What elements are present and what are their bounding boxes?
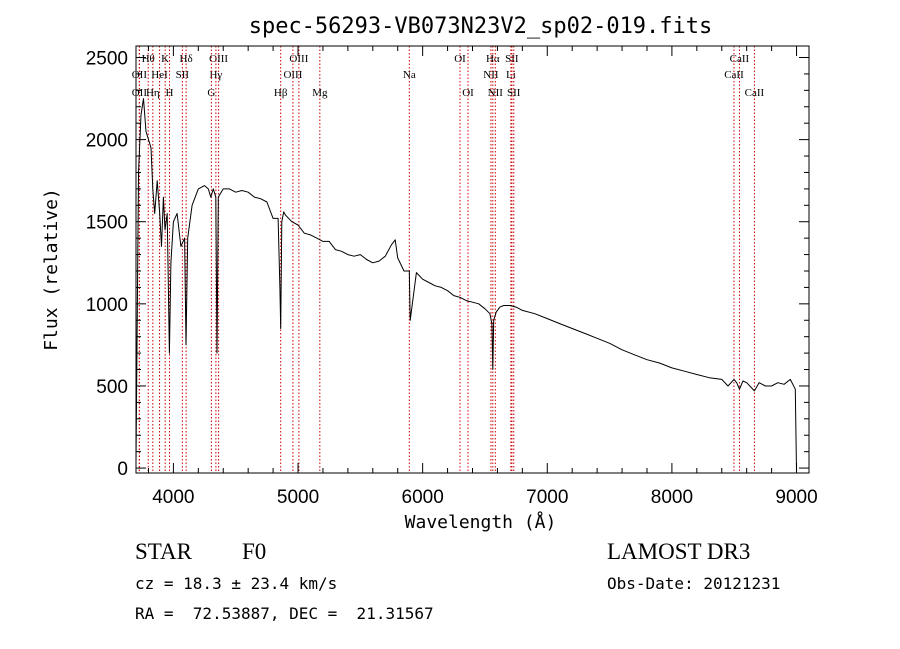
- obs-date: Obs-Date: 20121231: [607, 574, 781, 593]
- marker-label-9: OIII: [209, 53, 228, 65]
- y-tick-label-2000: 2000: [86, 131, 128, 152]
- marker-label-13: OIII: [289, 53, 308, 65]
- marker-label-15: Mg: [312, 87, 328, 99]
- x-tick-label-4000: 4000: [152, 487, 194, 508]
- marker-label-17: OI: [454, 53, 466, 65]
- y-tick-label-1000: 1000: [86, 295, 128, 316]
- x-axis-label: Wavelength (Å): [405, 511, 557, 533]
- marker-label-20: SII: [505, 53, 519, 65]
- x-tick-label-9000: 9000: [775, 487, 817, 508]
- marker-label-14: OIII: [283, 69, 302, 81]
- marker-label-26: CaII: [724, 69, 744, 81]
- coordinates: RA = 72.53887, DEC = 21.31567: [135, 604, 434, 623]
- marker-label-21: NII: [483, 69, 499, 81]
- marker-label-24: SII: [507, 87, 521, 99]
- x-tick-label-8000: 8000: [651, 487, 693, 508]
- redshift-readout: cz = 18.3 ± 23.4 km/s: [135, 574, 338, 593]
- marker-label-5: HeI: [151, 69, 168, 81]
- y-tick-label-1500: 1500: [86, 213, 128, 234]
- marker-label-16: Na: [403, 69, 416, 81]
- y-tick-label-500: 500: [96, 377, 128, 398]
- marker-label-12: Hβ: [274, 87, 288, 99]
- x-tick-label-5000: 5000: [277, 487, 319, 508]
- y-tick-label-2500: 2500: [86, 48, 128, 69]
- marker-label-18: OI: [462, 87, 474, 99]
- marker-label-27: CaII: [745, 87, 765, 99]
- marker-label-25: CaII: [730, 53, 750, 65]
- chart-title: spec-56293-VB073N23V2_sp02-019.fits: [249, 14, 713, 39]
- x-tick-label-7000: 7000: [526, 487, 568, 508]
- object-class: STAR: [135, 539, 192, 564]
- plot-frame: [135, 45, 810, 474]
- marker-label-19: Hα: [486, 53, 500, 65]
- marker-label-7: SII: [176, 69, 190, 81]
- subclass: F0: [242, 539, 267, 564]
- marker-label-10: Hγ: [209, 69, 222, 81]
- marker-label-11: G: [207, 87, 215, 99]
- survey-name: LAMOST DR3: [607, 539, 751, 564]
- spectrum-line: [135, 98, 797, 472]
- y-tick-label-0: 0: [117, 459, 128, 480]
- x-tick-label-6000: 6000: [402, 487, 444, 508]
- y-axis-label: Flux (relative): [41, 188, 62, 351]
- marker-label-4: K: [161, 53, 169, 65]
- marker-label-8: Hδ: [180, 53, 193, 65]
- marker-label-22: Li: [506, 69, 516, 81]
- marker-label-3: Hη: [146, 87, 160, 99]
- marker-label-23: NII: [488, 87, 504, 99]
- marker-label-6: H: [166, 87, 174, 99]
- marker-label-0: Hθ: [142, 53, 155, 65]
